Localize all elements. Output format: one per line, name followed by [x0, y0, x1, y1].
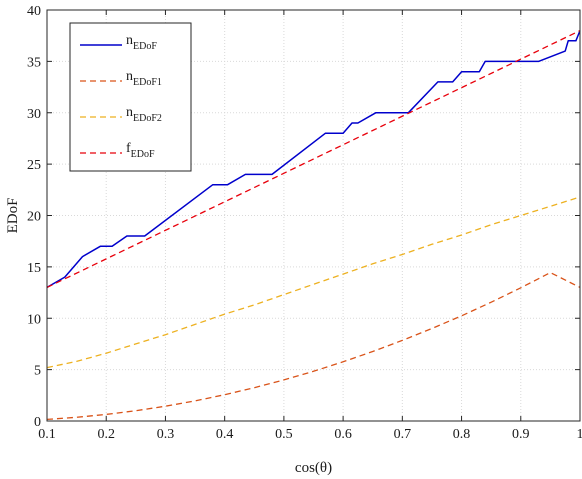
series-line-4	[46, 30, 581, 288]
x-tick-label: 0.9	[512, 427, 530, 442]
x-tick-label: 0.2	[97, 427, 115, 442]
legend-label-subscript: EDoF	[131, 149, 155, 160]
x-tick-label: 0.5	[275, 427, 293, 442]
y-tick-label: 10	[27, 312, 41, 327]
legend-label-name: n	[126, 69, 133, 84]
legend-label-subscript: EDoF1	[133, 77, 162, 88]
legend-label-name: n	[126, 105, 133, 120]
x-tick-label: 0.4	[216, 427, 234, 442]
series-line-1	[46, 30, 581, 289]
x-tick-label: 0.7	[394, 427, 412, 442]
legend-label-name: n	[126, 33, 133, 48]
y-tick-label: 35	[27, 55, 41, 70]
series-lines	[46, 30, 581, 421]
x-tick-label: 0.3	[157, 427, 175, 442]
legend-label: nEDoF	[126, 33, 157, 52]
y-tick-label: 40	[27, 4, 41, 19]
x-tick-label: 0.8	[453, 427, 471, 442]
y-tick-label: 15	[27, 261, 41, 276]
x-axis-title: cos(θ)	[295, 460, 332, 476]
axis-ticks: 0.1 0.2 0.3 0.4 0.5 0.6 0.7 0.8 0.9 1051015202530…	[27, 4, 582, 442]
series-line-2	[46, 271, 581, 421]
x-tick-label: 1	[577, 427, 582, 442]
legend-box	[69, 22, 192, 172]
legend-label: nEDoF1	[126, 69, 162, 88]
legend-label-subscript: EDoF	[133, 41, 157, 52]
y-tick-label: 5	[34, 364, 41, 379]
legend-label-subscript: EDoF2	[133, 113, 162, 124]
legend-label-name: f	[126, 141, 131, 156]
y-axis-title: EDoF	[5, 198, 21, 234]
x-tick-label: 0.6	[334, 427, 352, 442]
series-line-3	[46, 196, 581, 369]
y-tick-label: 20	[27, 210, 41, 225]
y-tick-label: 0	[34, 415, 41, 430]
legend-label: fEDoF	[126, 141, 155, 160]
x-tick-label: 0.1	[38, 427, 56, 442]
y-tick-label: 25	[27, 158, 41, 173]
legend-label: nEDoF2	[126, 105, 162, 124]
y-tick-label: 30	[27, 107, 41, 122]
